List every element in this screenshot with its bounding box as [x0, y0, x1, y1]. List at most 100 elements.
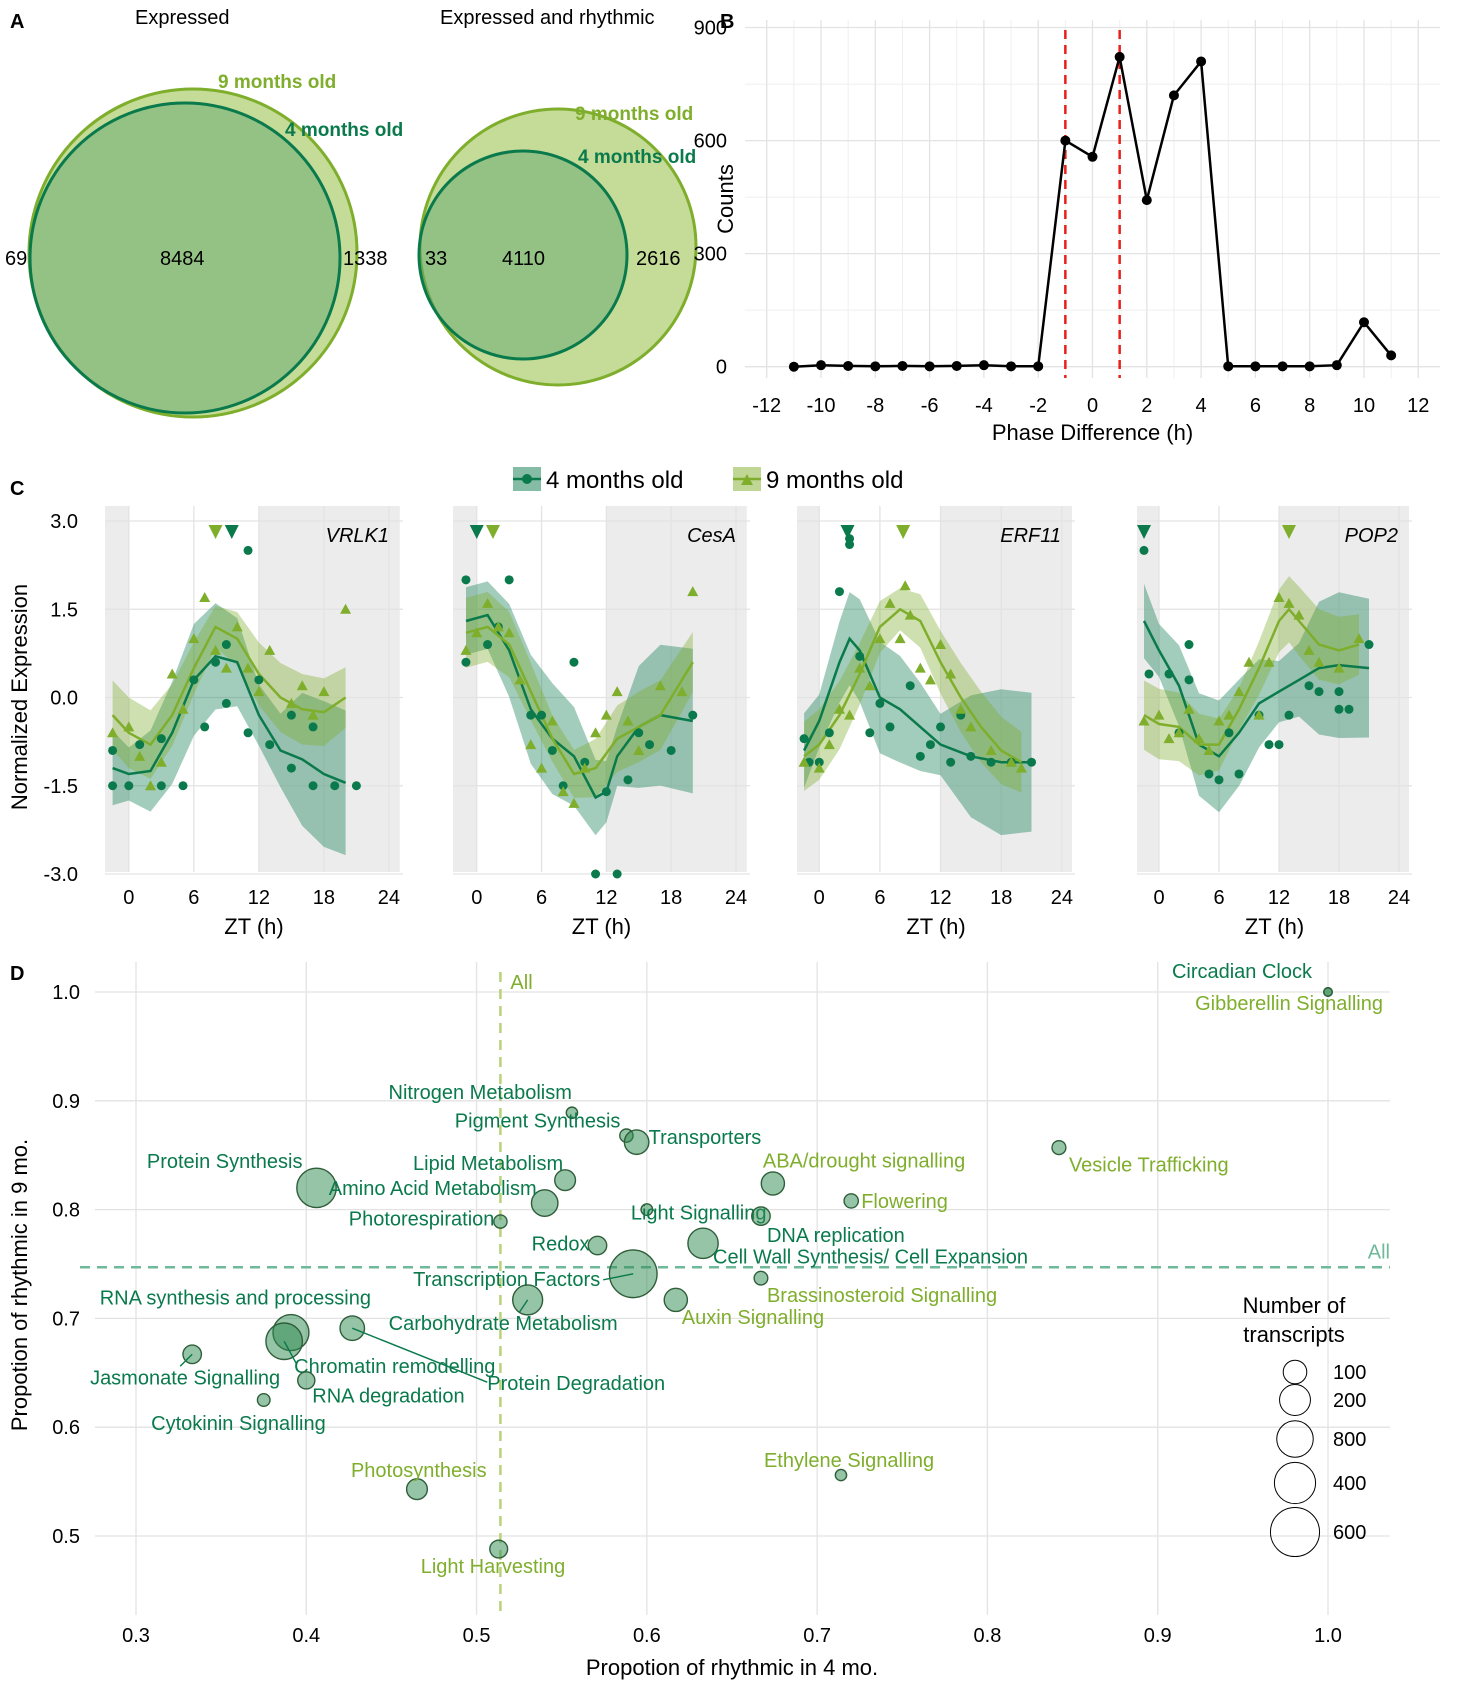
- legend-label-9mo: 9 months old: [766, 467, 903, 494]
- data-label: Transcription Factors: [413, 1269, 600, 1291]
- data-point-4mo: [1234, 769, 1244, 779]
- data-point-9mo: [965, 721, 977, 732]
- data-point-4mo: [1364, 640, 1374, 650]
- data-point-9mo: [123, 721, 135, 732]
- data-point-9mo: [935, 639, 947, 650]
- x-tick-label: -10: [807, 395, 836, 417]
- data-point-9mo: [854, 662, 866, 673]
- venn-title: Expressed: [135, 7, 230, 29]
- data-point-4mo: [601, 787, 611, 797]
- peak-marker-4mo: [224, 525, 239, 539]
- x-tick-label: 18: [1328, 887, 1350, 909]
- data-point-9mo: [904, 609, 916, 620]
- x-tick-label: 24: [1051, 887, 1073, 909]
- data-label: Circadian Clock: [1172, 961, 1313, 983]
- data-point-4mo: [925, 740, 935, 750]
- data-point-4mo: [286, 763, 296, 773]
- data-point-4mo: [845, 540, 855, 550]
- data-point-9mo: [307, 709, 319, 720]
- x-tick-label: 0: [1153, 887, 1164, 909]
- data-point-4mo: [200, 722, 210, 732]
- data-point-9mo: [536, 762, 548, 773]
- fit-line-9mo: [111, 625, 347, 747]
- data-point: [1141, 195, 1152, 206]
- data-label: Protein Synthesis: [147, 1151, 303, 1173]
- data-point-4mo: [461, 657, 471, 667]
- data-point-9mo: [945, 668, 957, 679]
- data-point-4mo: [580, 757, 590, 767]
- data-point-4mo: [108, 745, 118, 755]
- data-point-9mo: [166, 668, 178, 679]
- data-point-4mo: [1334, 704, 1344, 714]
- data-point: [297, 1371, 316, 1390]
- data-point-9mo: [525, 739, 537, 750]
- y-tick-label: 0.0: [50, 688, 78, 710]
- data-point-9mo: [253, 686, 265, 697]
- data-point-4mo: [1027, 757, 1037, 767]
- size-legend-circle: [1282, 1359, 1308, 1385]
- size-legend-label: 100: [1333, 1362, 1366, 1384]
- data-label: Transporters: [649, 1127, 762, 1149]
- data-point-4mo: [461, 575, 471, 585]
- gene-panel: 0 6 12 18 24 ZT (h) CesA: [453, 506, 750, 939]
- x-tick-label: 12: [929, 887, 951, 909]
- x-tick-label: 18: [990, 887, 1012, 909]
- y-tick-label: 1.0: [52, 982, 80, 1004]
- venn-set-label-9mo: 9 months old: [218, 72, 336, 93]
- data-label: Light Harvesting: [421, 1556, 566, 1578]
- x-tick-label: -8: [866, 395, 884, 417]
- peak-marker-9mo: [485, 525, 500, 539]
- data-point-9mo: [985, 744, 997, 755]
- data-point-9mo: [844, 709, 856, 720]
- peak-marker-9mo: [1282, 525, 1296, 539]
- venn-circle-4mo: [417, 149, 629, 361]
- data-point-9mo: [1193, 733, 1205, 744]
- data-point-4mo: [1144, 669, 1154, 679]
- data-label: Photorespiration: [349, 1209, 495, 1231]
- data-point-4mo: [265, 740, 275, 750]
- data-point: [760, 1171, 786, 1196]
- data-point-9mo: [1253, 709, 1265, 720]
- data-point-4mo: [936, 722, 946, 732]
- confidence-band-4mo: [466, 581, 693, 836]
- dark-period-shade: [940, 506, 1072, 872]
- legend-label-4mo: 4 months old: [546, 467, 683, 494]
- venn-expressed-rhythmic: Expressed and rhythmic 9 months old 4 mo…: [417, 7, 698, 387]
- data-point-4mo: [1184, 675, 1194, 685]
- size-legend-label: 800: [1333, 1429, 1366, 1451]
- y-tick-label: 900: [694, 18, 727, 40]
- data-point-4mo: [308, 781, 318, 791]
- data-point-4mo: [612, 869, 622, 879]
- dark-period-shade: [1137, 506, 1159, 872]
- data-point: [405, 1478, 429, 1501]
- data-point-4mo: [351, 781, 361, 791]
- data-label: Pigment Synthesis: [455, 1111, 621, 1133]
- x-tick-label: 12: [1407, 395, 1429, 417]
- y-axis-label: Counts: [713, 164, 738, 234]
- venn-count-only-9mo: 2616: [636, 248, 681, 270]
- fit-line-4mo: [112, 654, 347, 784]
- x-tick-label: -6: [921, 395, 939, 417]
- data-point-9mo: [590, 727, 602, 738]
- data-point-9mo: [1183, 703, 1195, 714]
- data-point: [1250, 361, 1261, 372]
- x-tick-label: 6: [188, 887, 199, 909]
- data-point: [623, 1129, 650, 1156]
- data-point-9mo: [231, 621, 243, 632]
- data-point-9mo: [1333, 662, 1345, 673]
- data-point-4mo: [834, 587, 844, 597]
- data-point-9mo: [687, 586, 699, 597]
- data-point-9mo: [1138, 715, 1150, 726]
- data-point-9mo: [107, 727, 119, 738]
- data-point-9mo: [1153, 709, 1165, 720]
- data-point-9mo: [199, 591, 211, 602]
- data-point-9mo: [1015, 762, 1027, 773]
- data-point-9mo: [1263, 656, 1275, 667]
- data-point-4mo: [855, 651, 865, 661]
- data-label: DNA replication: [767, 1225, 905, 1247]
- fit-line-4mo: [802, 636, 1032, 764]
- x-tick-label: 0.8: [974, 1625, 1002, 1647]
- data-point-9mo: [1163, 733, 1175, 744]
- data-label: Chromatin remodelling: [294, 1356, 495, 1378]
- dark-period-shade: [453, 506, 477, 872]
